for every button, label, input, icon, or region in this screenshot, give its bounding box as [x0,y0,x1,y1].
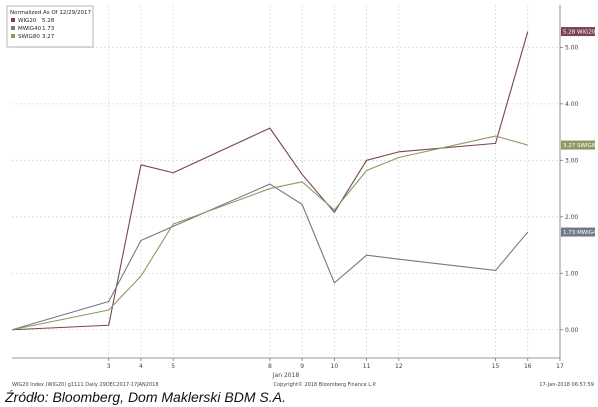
y-tick-label: 5.00 [565,44,579,51]
x-tick-label: 9 [300,363,304,370]
legend-series-name: WIG20 [18,18,37,24]
x-tick-label: 5 [171,363,175,370]
series-end-tags: 5.28 WIG20 1.73 MWIG40 3.27 SWIG80 [561,27,598,237]
series-line-wig20 [11,31,529,331]
legend: Normalized As Of 12/29/2017 WIG20 5.28MWI… [6,5,94,48]
footer-right: 17-Jan-2018 06:57:59 [539,382,594,388]
x-tick-label: 16 [524,363,532,370]
end-tag-label: 3.27 SWIG80 [563,143,598,149]
source-caption: Źródło: Bloomberg, Dom Maklerski BDM S.A… [5,389,286,405]
end-tag-box [561,27,595,37]
x-tick-label: 3 [107,363,111,370]
footer-left: WIG20 Index (WIG20) g1111 Daily 29DEC201… [12,382,159,388]
legend-swatch [11,18,15,22]
grid [12,5,561,358]
x-tick-label: 8 [268,363,272,370]
legend-series-value: 5.28 [42,18,55,24]
x-tick-label: 17 [556,363,564,370]
end-tag-mwig40: 1.73 MWIG40 [561,227,598,237]
x-tick-label: 11 [363,363,371,370]
x-month-label: Jan 2018 [272,372,300,379]
legend-box [6,5,94,48]
series-line-swig80 [11,135,528,331]
end-tag-label: 1.73 MWIG40 [563,230,598,236]
series-line-mwig40 [11,183,529,331]
y-tick-label: 0.00 [565,327,579,334]
y-tick-label: 4.00 [565,101,579,108]
x-tick-label: 12 [395,363,403,370]
x-tick-label: 4 [139,363,143,370]
legend-title: Normalized As Of 12/29/2017 [10,10,92,16]
y-tick-label: 3.00 [565,157,579,164]
end-tag-box [561,140,595,150]
axes: Jan 2018 3 4 5 8 9 10 11 12 15 16 17 0.00 1.00 2.00 3.… [12,5,579,379]
x-tick-label: 15 [492,363,500,370]
legend-series-name: MWIG40 [18,26,42,32]
x-tick-label: 10 [331,363,339,370]
legend-series-value: 1.73 [42,26,55,32]
legend-swatch [11,26,15,30]
end-tag-swig80: 3.27 SWIG80 [561,140,598,150]
legend-series-name: SWIG80 [18,34,40,40]
y-tick-label: 1.00 [565,270,579,277]
end-tag-box [561,227,595,237]
y-tick-label: 2.00 [565,214,579,221]
footer-center: Copyright© 2018 Bloomberg Finance L.P. [273,381,376,388]
end-tag-wig20: 5.28 WIG20 [561,27,596,37]
series-layer [11,31,529,331]
end-tag-label: 5.28 WIG20 [563,30,596,36]
legend-series-value: 3.27 [42,34,55,40]
legend-swatch [11,34,15,38]
